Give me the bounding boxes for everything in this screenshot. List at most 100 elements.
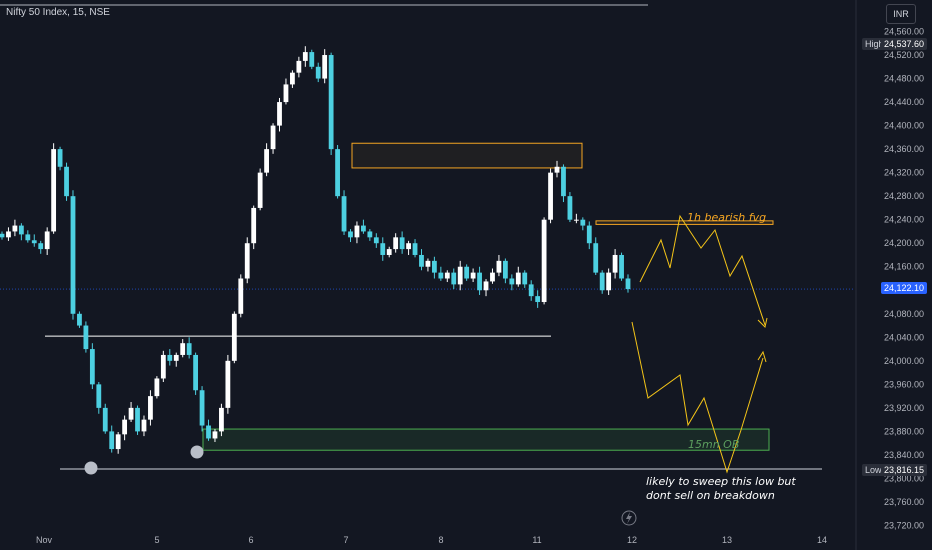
candle-body (83, 325, 89, 350)
candle-body (6, 231, 11, 238)
candle (373, 233, 379, 248)
candle-body (606, 272, 612, 291)
candle (625, 274, 631, 293)
candle-body (206, 425, 211, 439)
candle (257, 168, 263, 211)
fvg-zone (351, 142, 583, 169)
candle-body (580, 219, 586, 226)
candle (483, 279, 489, 297)
ob-zone (202, 428, 770, 451)
candle-body (283, 84, 289, 103)
x-tick-label: 7 (343, 535, 348, 545)
candle (341, 190, 347, 235)
y-tick-label: 24,080.00 (884, 309, 924, 319)
candle (444, 270, 450, 283)
candle (361, 219, 366, 234)
y-tick-label: 23,760.00 (884, 497, 924, 507)
candle-body (509, 278, 515, 285)
note-line-1: likely to sweep this low but (646, 475, 796, 488)
candle-body (57, 149, 63, 167)
candle (70, 190, 76, 320)
candle (464, 264, 470, 281)
candle-body (180, 343, 186, 355)
candle-body (264, 149, 269, 173)
candle (502, 258, 508, 284)
candle-body (102, 407, 108, 432)
y-tick-label: 24,040.00 (884, 332, 924, 342)
candle-body (522, 272, 528, 285)
candle-body (612, 254, 618, 273)
candle-body (322, 55, 328, 79)
candle (154, 376, 160, 399)
candle-body (541, 219, 547, 303)
candle-body (573, 219, 579, 221)
candle (386, 246, 392, 258)
chart-extras (0, 0, 857, 550)
candle (302, 46, 308, 67)
candle-body (386, 249, 392, 255)
currency-button[interactable]: INR (886, 4, 916, 24)
candle-body (212, 431, 218, 439)
projection-arrowhead (757, 350, 767, 363)
candle-body (515, 272, 521, 285)
projection-path-down (631, 321, 764, 474)
candle (561, 164, 566, 203)
candle (148, 390, 153, 426)
candle (431, 256, 437, 279)
candle (328, 52, 334, 155)
candle-body (399, 237, 405, 250)
x-tick-label: 6 (248, 535, 253, 545)
candle-body (496, 260, 502, 273)
candle (89, 343, 95, 390)
candle (496, 254, 502, 277)
candle-body (0, 233, 5, 238)
candle (64, 162, 69, 201)
candle-body (367, 231, 373, 238)
candle-body (451, 272, 457, 285)
candle-body (315, 66, 321, 79)
candle-body (438, 272, 444, 279)
candle (412, 239, 418, 258)
candle-body (567, 196, 573, 220)
candle-body (244, 243, 250, 279)
candle-body (502, 260, 508, 279)
candle-body (561, 166, 566, 197)
candle (399, 231, 405, 254)
candle-body (251, 207, 257, 244)
high-price-tag: 24,537.60 (881, 38, 928, 50)
candle-body (296, 60, 302, 73)
candle-body (593, 243, 599, 273)
candle (612, 249, 618, 279)
candle (109, 425, 115, 453)
candle (270, 123, 276, 154)
y-tick-label: 23,800.00 (884, 473, 924, 483)
y-tick-label: 24,480.00 (884, 74, 924, 84)
candle (219, 403, 224, 437)
candle (406, 240, 411, 255)
y-tick-label: 23,960.00 (884, 379, 924, 389)
candle (541, 217, 547, 305)
candle-body (354, 225, 360, 238)
x-axis-ticks: Nov 5 6 7 8 11 12 13 14 (36, 535, 827, 545)
projection-path-up (639, 214, 766, 326)
candle (335, 145, 340, 199)
y-tick-label: 24,400.00 (884, 121, 924, 131)
candle (619, 252, 624, 281)
candle-body (373, 237, 379, 244)
candle (548, 168, 553, 224)
note-line-2: dont sell on breakdown (646, 489, 775, 502)
x-tick-label: Nov (36, 535, 53, 545)
candle-body (290, 72, 295, 85)
candle (180, 339, 186, 358)
x-tick-label: 12 (627, 535, 637, 545)
candle (283, 78, 289, 105)
candles (0, 46, 631, 454)
candle (206, 419, 211, 441)
candle (44, 227, 50, 255)
candle-body (309, 52, 315, 67)
candle-body (619, 254, 624, 279)
chart-levels (0, 288, 855, 470)
candle (135, 405, 140, 435)
candle-body (173, 354, 179, 361)
